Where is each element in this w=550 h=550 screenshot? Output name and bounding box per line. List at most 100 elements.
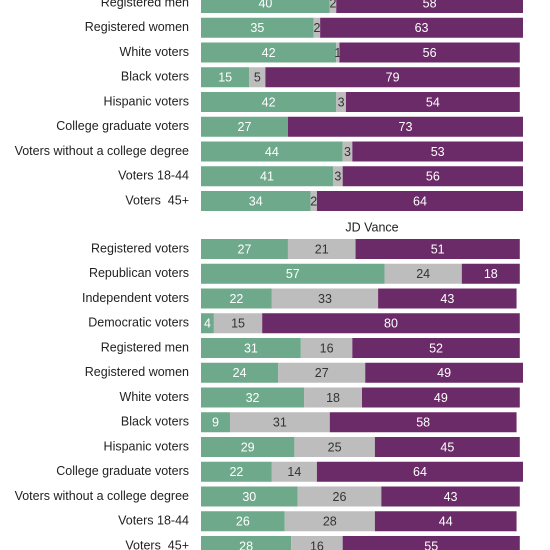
value-label: 33 xyxy=(318,292,332,306)
value-label: 5 xyxy=(254,71,261,85)
bar-segment xyxy=(271,461,317,482)
category-label: Voters without a college degree xyxy=(15,144,189,158)
bar-segment xyxy=(304,387,362,408)
bar-segment xyxy=(316,191,523,211)
bar-segment xyxy=(333,166,343,187)
value-label: 24 xyxy=(233,366,247,380)
value-label: 63 xyxy=(415,21,429,35)
category-label: Registered women xyxy=(85,365,189,379)
value-label: 31 xyxy=(273,416,287,430)
category-label: Voters without a college degree xyxy=(15,489,189,503)
value-label: 21 xyxy=(315,242,329,256)
bar-segment xyxy=(284,511,375,532)
value-label: 16 xyxy=(310,539,324,550)
value-label: 30 xyxy=(242,490,256,504)
bar-segment xyxy=(201,313,214,334)
bar-segment xyxy=(310,191,317,211)
value-label: 79 xyxy=(386,71,400,85)
bar-segment xyxy=(271,288,379,309)
value-label: 49 xyxy=(437,366,451,380)
value-label: 42 xyxy=(262,95,276,109)
panel-title: JD Vance xyxy=(345,220,398,234)
value-label: 31 xyxy=(244,341,258,355)
value-label: 54 xyxy=(426,95,440,109)
bar-segment xyxy=(213,313,263,334)
value-label: 51 xyxy=(431,242,445,256)
bar-segment xyxy=(265,67,520,88)
value-label: 58 xyxy=(423,0,437,10)
category-label: Voters 18-44 xyxy=(118,514,189,528)
bar-segment xyxy=(201,437,295,457)
category-label: College graduate voters xyxy=(56,464,189,478)
value-label: 44 xyxy=(265,145,279,159)
value-label: 57 xyxy=(286,267,300,281)
value-label: 2 xyxy=(310,194,317,208)
bar-segment xyxy=(201,17,314,38)
bar-segment xyxy=(381,486,520,507)
bar-segment xyxy=(294,437,375,457)
value-label: 26 xyxy=(236,515,250,529)
value-label: 28 xyxy=(239,539,253,550)
value-label: 14 xyxy=(287,465,301,479)
value-label: 15 xyxy=(218,71,232,85)
category-label: Republican voters xyxy=(89,266,189,280)
bar-segment xyxy=(201,263,385,284)
bar-segment xyxy=(316,461,523,482)
category-label: College graduate voters xyxy=(56,119,189,133)
bar-segment xyxy=(461,263,520,284)
category-label: White voters xyxy=(120,45,189,59)
bar-segment xyxy=(201,511,285,532)
bar-segment xyxy=(342,166,523,187)
bar-segment xyxy=(201,116,288,137)
category-label: Democratic voters xyxy=(88,316,189,330)
bar-segment xyxy=(249,67,266,88)
bar-segment xyxy=(201,191,311,211)
bar-segment xyxy=(201,42,337,63)
value-label: 55 xyxy=(424,539,438,550)
bar-segment xyxy=(201,288,272,309)
value-label: 26 xyxy=(333,490,347,504)
value-label: 2 xyxy=(330,0,337,10)
bar-segment xyxy=(365,362,523,383)
bar-segment xyxy=(201,0,330,13)
category-label: Voters 18-44 xyxy=(118,169,189,183)
category-label: Black voters xyxy=(121,70,189,84)
bar-segment xyxy=(201,141,343,162)
category-label: Registered men xyxy=(101,340,189,354)
bar-segment xyxy=(384,263,462,284)
value-label: 64 xyxy=(413,465,427,479)
bar-segment xyxy=(342,141,353,162)
value-label: 28 xyxy=(323,515,337,529)
value-label: 56 xyxy=(426,170,440,184)
value-label: 43 xyxy=(440,292,454,306)
bar-segment xyxy=(297,486,382,507)
category-label: Registered women xyxy=(85,20,189,34)
bar-segment xyxy=(201,362,279,383)
bar-segment xyxy=(320,17,523,38)
bar-segment xyxy=(374,437,520,457)
value-label: 41 xyxy=(260,170,274,184)
value-label: 35 xyxy=(250,21,264,35)
bar-segment xyxy=(287,116,523,137)
value-label: 4 xyxy=(204,317,211,331)
value-label: 18 xyxy=(326,391,340,405)
value-label: 1 xyxy=(334,46,341,60)
value-label: 58 xyxy=(416,416,430,430)
bar-segment xyxy=(278,362,366,383)
bar-segment xyxy=(329,0,337,13)
value-label: 3 xyxy=(338,95,345,109)
bar-segment xyxy=(201,338,301,358)
value-label: 3 xyxy=(344,145,351,159)
bar-segment xyxy=(300,338,353,358)
value-label: 40 xyxy=(258,0,272,10)
bar-segment xyxy=(229,412,330,433)
bar-segment xyxy=(329,412,517,433)
value-label: 22 xyxy=(229,292,243,306)
value-label: 49 xyxy=(434,391,448,405)
category-label: Black voters xyxy=(121,415,189,429)
bar-segment xyxy=(336,42,340,63)
value-label: 9 xyxy=(212,416,219,430)
bar-segment xyxy=(355,239,520,259)
category-label: Hispanic voters xyxy=(104,94,189,108)
